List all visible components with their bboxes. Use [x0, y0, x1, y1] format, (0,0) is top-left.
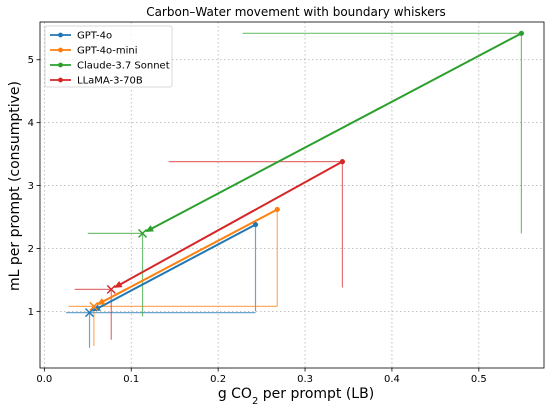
x-tick-label: 0.5	[471, 374, 487, 385]
series-line	[94, 223, 256, 311]
x-tick-label: 0.1	[123, 374, 139, 385]
legend-swatch-marker	[58, 62, 63, 68]
x-tick-label: 0.2	[210, 374, 226, 385]
legend-box	[44, 25, 173, 88]
y-tick-label: 3	[28, 181, 34, 192]
y-tick-label: 1	[28, 307, 34, 318]
legend-label: Claude-3.7 Sonnet	[77, 61, 170, 72]
arrowhead	[92, 304, 101, 312]
series-line	[116, 160, 343, 288]
x-tick-label: 0.4	[384, 374, 400, 385]
end-marker	[252, 221, 259, 228]
start-marker	[138, 228, 148, 238]
series-lines	[85, 30, 525, 318]
legend-swatch-marker	[58, 32, 63, 38]
chart-title: Carbon–Water movement with boundary whis…	[146, 5, 446, 19]
end-marker	[518, 30, 525, 36]
end-marker	[274, 206, 280, 213]
ticks: 0.0 0.1 0.2 0.3 0.4 0.5 1 2 3 4 5	[28, 55, 487, 385]
x-tick-label: 0.3	[297, 374, 313, 385]
end-marker	[339, 159, 345, 165]
series-line	[147, 32, 522, 232]
start-marker	[85, 308, 95, 318]
y-tick-label: 5	[28, 55, 34, 66]
legend: GPT-4o GPT-4o-mini Claude-3.7 Sonnet LLaMA-…	[44, 25, 173, 88]
arrowhead	[113, 280, 123, 288]
legend-label: GPT-4o	[77, 31, 112, 42]
legend-label: GPT-4o-mini	[77, 46, 138, 57]
plot-frame	[39, 21, 545, 369]
y-axis-label: mL per prompt (consumptive)	[7, 81, 23, 291]
legend-swatch-marker	[58, 77, 63, 83]
start-marker	[89, 301, 99, 311]
x-tick-label: 0.0	[36, 374, 52, 385]
grid	[40, 22, 544, 368]
x-axis-label: g CO2 per prompt (LB)	[218, 386, 374, 406]
legend-label: LLaMA-3-70B	[77, 76, 143, 87]
legend-swatch-marker	[58, 47, 63, 53]
arrowhead	[96, 298, 106, 305]
arrowhead	[145, 225, 154, 232]
series-line	[98, 208, 278, 305]
start-marker	[106, 284, 116, 294]
y-tick-label: 4	[28, 118, 34, 129]
y-tick-label: 2	[28, 244, 34, 255]
